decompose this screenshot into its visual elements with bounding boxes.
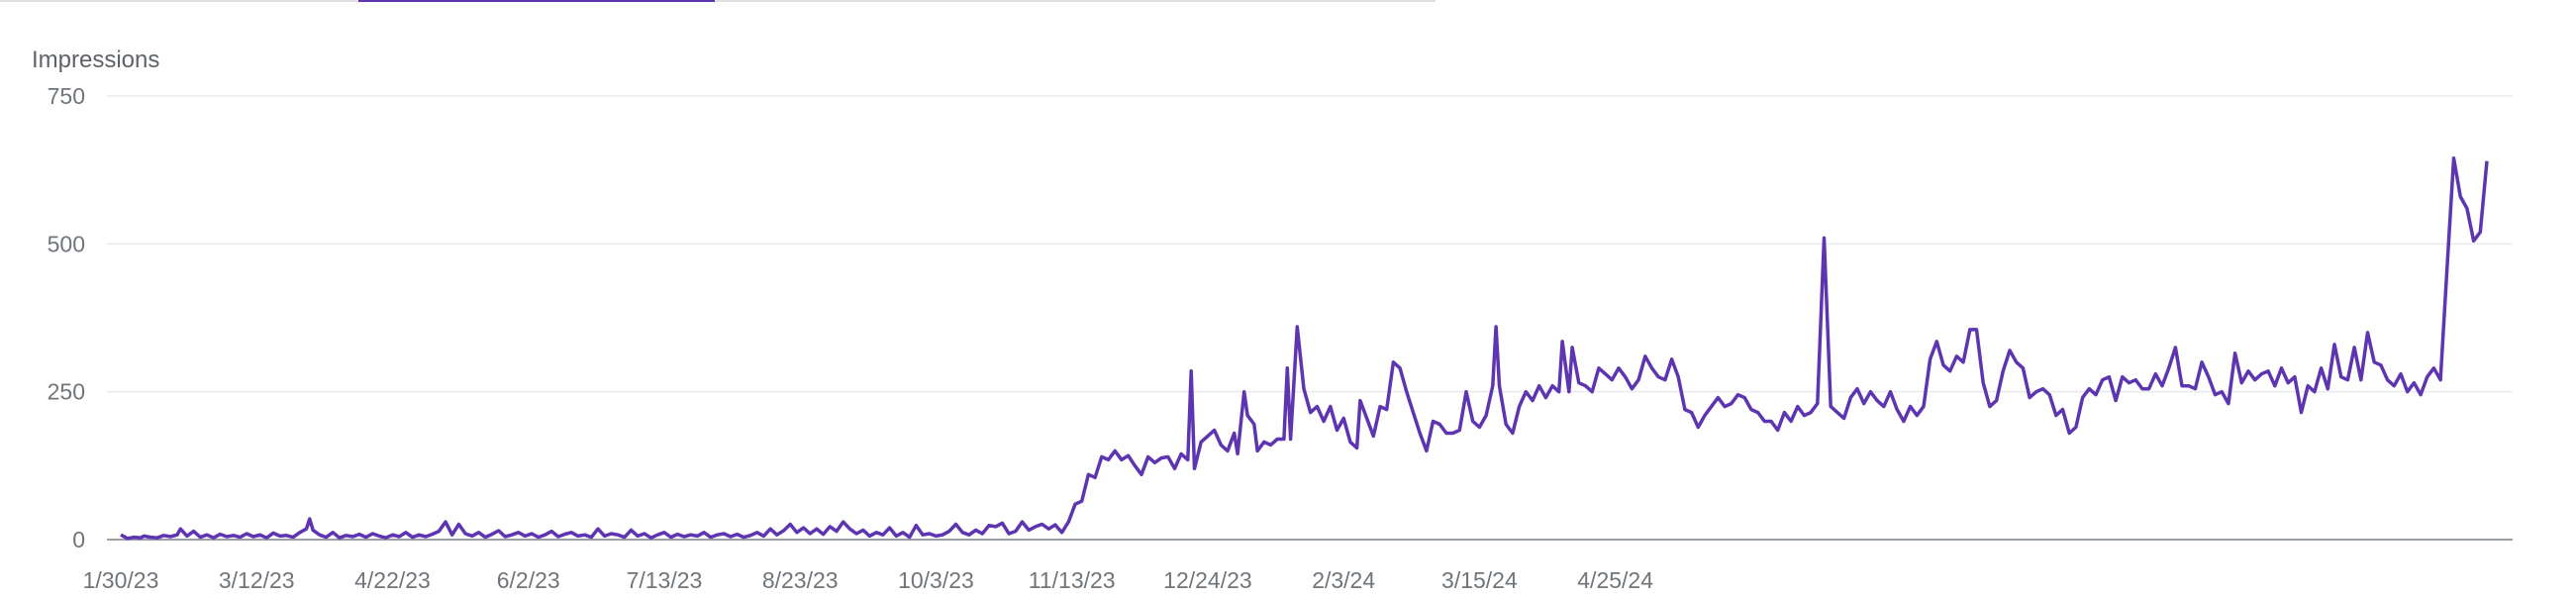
y-axis-ticks: 0 250 500 750: [48, 83, 85, 552]
x-tick-label: 7/13/23: [627, 567, 703, 593]
y-axis-label: Impressions: [32, 47, 160, 73]
tab-indicator-bar: [0, 0, 1436, 2]
x-tick-label: 12/24/23: [1163, 567, 1252, 593]
x-tick-label: 11/13/23: [1029, 567, 1116, 593]
x-axis-ticks: 1/30/23 3/12/23 4/22/23 6/2/23 7/13/23 8/23/2…: [83, 567, 1654, 593]
tab-underline-active: [358, 0, 715, 2]
x-tick-label: 6/2/23: [497, 567, 560, 593]
impressions-series-line: [120, 155, 2489, 541]
grid-lines: [107, 95, 2513, 541]
tab-underline-inactive: [0, 0, 1436, 2]
x-tick-label: 3/15/24: [1441, 567, 1518, 593]
y-tick-label: 0: [72, 527, 85, 552]
x-tick-label: 2/3/24: [1312, 567, 1375, 593]
x-tick-label: 4/25/24: [1577, 567, 1653, 593]
y-tick-label: 250: [48, 379, 85, 405]
x-tick-label: 10/3/23: [898, 567, 974, 593]
y-tick-label: 750: [48, 83, 85, 109]
x-tick-label: 4/22/23: [354, 567, 431, 593]
x-tick-label: 8/23/23: [762, 567, 839, 593]
x-tick-label: 1/30/23: [83, 567, 159, 593]
y-tick-label: 500: [48, 231, 85, 256]
x-tick-label: 3/12/23: [219, 567, 295, 593]
